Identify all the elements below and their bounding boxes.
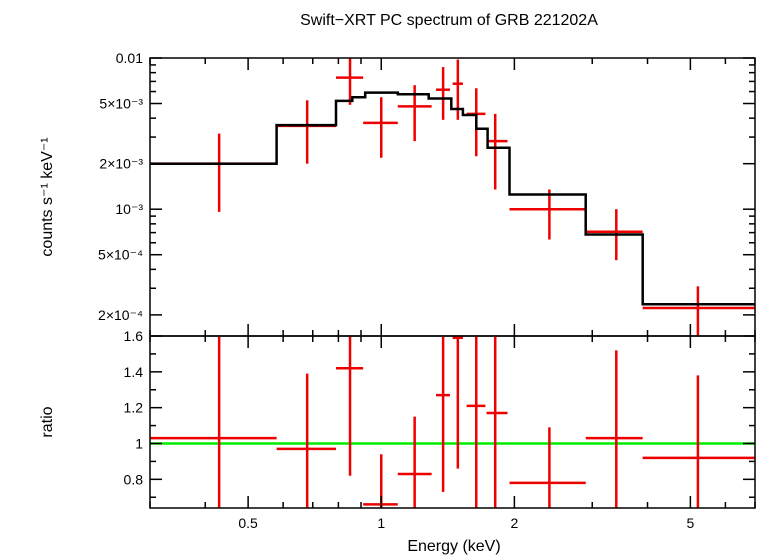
ratio-frame — [149, 335, 756, 509]
ratio-y-tick-label: 1 — [135, 436, 143, 452]
chart-title: Swift−XRT PC spectrum of GRB 221202A — [300, 12, 598, 29]
ratio-point-4 — [397, 416, 432, 508]
ratio-point-10 — [585, 350, 643, 508]
spectrum-y-tick-label: 2×10⁻⁴ — [98, 307, 143, 323]
x-tick-label: 0.5 — [238, 515, 258, 531]
x-tick-label: 2 — [510, 515, 518, 531]
ratio-point-0 — [150, 336, 277, 508]
ratio-point-3 — [363, 454, 398, 508]
x-tick-label: 1 — [377, 515, 385, 531]
ratio-panel: 0.5 1 2 5 1.6 1.4 1.2 1 0.8 ratio Energy (keV) — [39, 328, 756, 555]
x-tick-label: 5 — [686, 515, 694, 531]
spectrum-y-tick-label: 5×10⁻³ — [99, 96, 143, 112]
model-step-line — [150, 91, 755, 306]
spectrum-point-1 — [276, 100, 336, 164]
spectrum-y-tick-label: 2×10⁻³ — [99, 156, 143, 172]
ratio-point-6 — [452, 336, 463, 469]
ratio-point-2 — [335, 336, 364, 476]
spectrum-point-8 — [486, 113, 508, 190]
ratio-point-7 — [466, 336, 486, 508]
spectrum-y-tick-label: 10⁻³ — [115, 201, 143, 217]
ratio-y-tick-label: 1.4 — [124, 364, 144, 380]
spectrum-y-tick-label: 5×10⁻⁴ — [98, 247, 143, 263]
spectrum-point-5 — [436, 67, 450, 120]
spectrum-point-3 — [363, 97, 398, 158]
spectrum-point-9 — [509, 189, 586, 240]
spectrum-ticks: 0.01 5×10⁻³ 2×10⁻³ 10⁻³ 5×10⁻⁴ 2×10⁻⁴ — [98, 50, 756, 336]
spectrum-data-layer — [150, 58, 755, 336]
spectrum-point-2 — [335, 58, 364, 105]
spectrum-point-0 — [150, 133, 277, 212]
spectrum-panel: 0.01 5×10⁻³ 2×10⁻³ 10⁻³ 5×10⁻⁴ 2×10⁻⁴ counts … — [39, 50, 756, 337]
ratio-point-5 — [436, 336, 450, 492]
ratio-data-layer — [150, 336, 755, 508]
ratio-y-tick-label: 1.2 — [124, 400, 144, 416]
ratio-point-8 — [486, 336, 508, 508]
ratio-point-1 — [276, 373, 336, 508]
spectrum-y-tick-label: 0.01 — [116, 50, 143, 66]
x-axis-label: Energy (keV) — [407, 538, 500, 555]
ratio-y-tick-label: 1.6 — [124, 328, 144, 344]
spectrum-point-6 — [452, 59, 463, 120]
ratio-point-11 — [642, 375, 755, 508]
ratio-y-axis-label: ratio — [39, 406, 56, 437]
spectrum-y-axis-label: counts s⁻¹ keV⁻¹ — [39, 137, 56, 256]
ratio-ticks: 0.5 1 2 5 1.6 1.4 1.2 1 0.8 — [124, 328, 756, 531]
spectrum-point-11 — [642, 286, 755, 336]
ratio-point-9 — [509, 427, 586, 508]
ratio-y-tick-label: 0.8 — [124, 471, 144, 487]
